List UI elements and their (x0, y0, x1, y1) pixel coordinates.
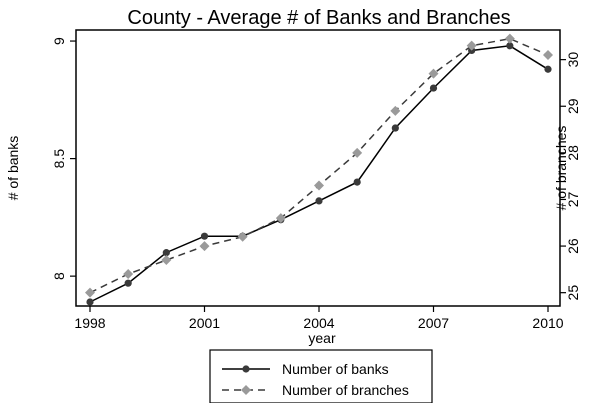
data-point-circle (544, 65, 552, 73)
chart-title: County - Average # of Banks and Branches (127, 7, 510, 29)
x-tick-label: 2007 (418, 315, 449, 331)
y-axis-label-left: # of banks (5, 136, 21, 201)
series-line-2 (89, 37, 549, 294)
data-point-diamond (504, 33, 515, 44)
legend-label: Number of branches (282, 382, 409, 398)
data-point-circle (506, 42, 514, 50)
y-axis-label-right: # of branches (553, 126, 569, 211)
legend-marker-circle (242, 365, 250, 373)
y-right-tick-label: 26 (565, 238, 581, 254)
data-point-diamond (352, 147, 363, 158)
data-point-diamond (390, 105, 401, 116)
data-point-diamond (543, 49, 553, 60)
x-axis-label: year (308, 330, 336, 346)
data-point-circle (86, 298, 94, 306)
data-point-circle (353, 178, 361, 186)
x-tick-label: 2001 (189, 315, 220, 331)
legend-items: Number of banks Number of branches (222, 361, 409, 398)
legend-label: Number of banks (282, 361, 389, 377)
data-point-circle (391, 124, 399, 132)
data-point-diamond (85, 287, 95, 298)
data-point-circle (200, 232, 209, 240)
y-left-tick-label: 8.5 (51, 149, 67, 169)
y-right-tick-label: 29 (565, 98, 581, 114)
data-point-circle (124, 279, 132, 287)
legend-marker-diamond (241, 385, 251, 395)
y-right-tick-label: 28 (565, 145, 581, 161)
y-right-tick-label: 27 (565, 191, 581, 207)
data-point-diamond (314, 180, 324, 191)
legend-box (209, 349, 433, 404)
x-tick-label: 2010 (532, 315, 563, 331)
data-point-diamond (428, 68, 439, 79)
y-left-tick-label: 9 (51, 37, 67, 45)
data-point-diamond (237, 231, 248, 242)
data-point-diamond (275, 213, 286, 224)
data-point-diamond (123, 269, 134, 280)
data-point-circle (429, 84, 438, 92)
data-point-diamond (199, 241, 210, 252)
legend: Number of banks Number of branches (209, 349, 433, 404)
data-point-diamond (161, 255, 172, 266)
x-tick-label: 1998 (74, 315, 105, 331)
data-point-circle (162, 249, 170, 257)
data-point-diamond (466, 40, 477, 51)
plot-area (75, 29, 561, 307)
x-tick-label: 2004 (303, 315, 334, 331)
y-right-tick-label: 25 (565, 285, 581, 301)
data-point-circle (315, 197, 323, 205)
series-layer (85, 33, 553, 306)
y-left-tick-label: 8 (51, 272, 67, 280)
y-right-tick-label: 30 (565, 52, 581, 68)
axes-layer: 1998 2001 2004 2007 2010 8 8.5 9 25 26 27 28 29 30 (51, 37, 581, 331)
